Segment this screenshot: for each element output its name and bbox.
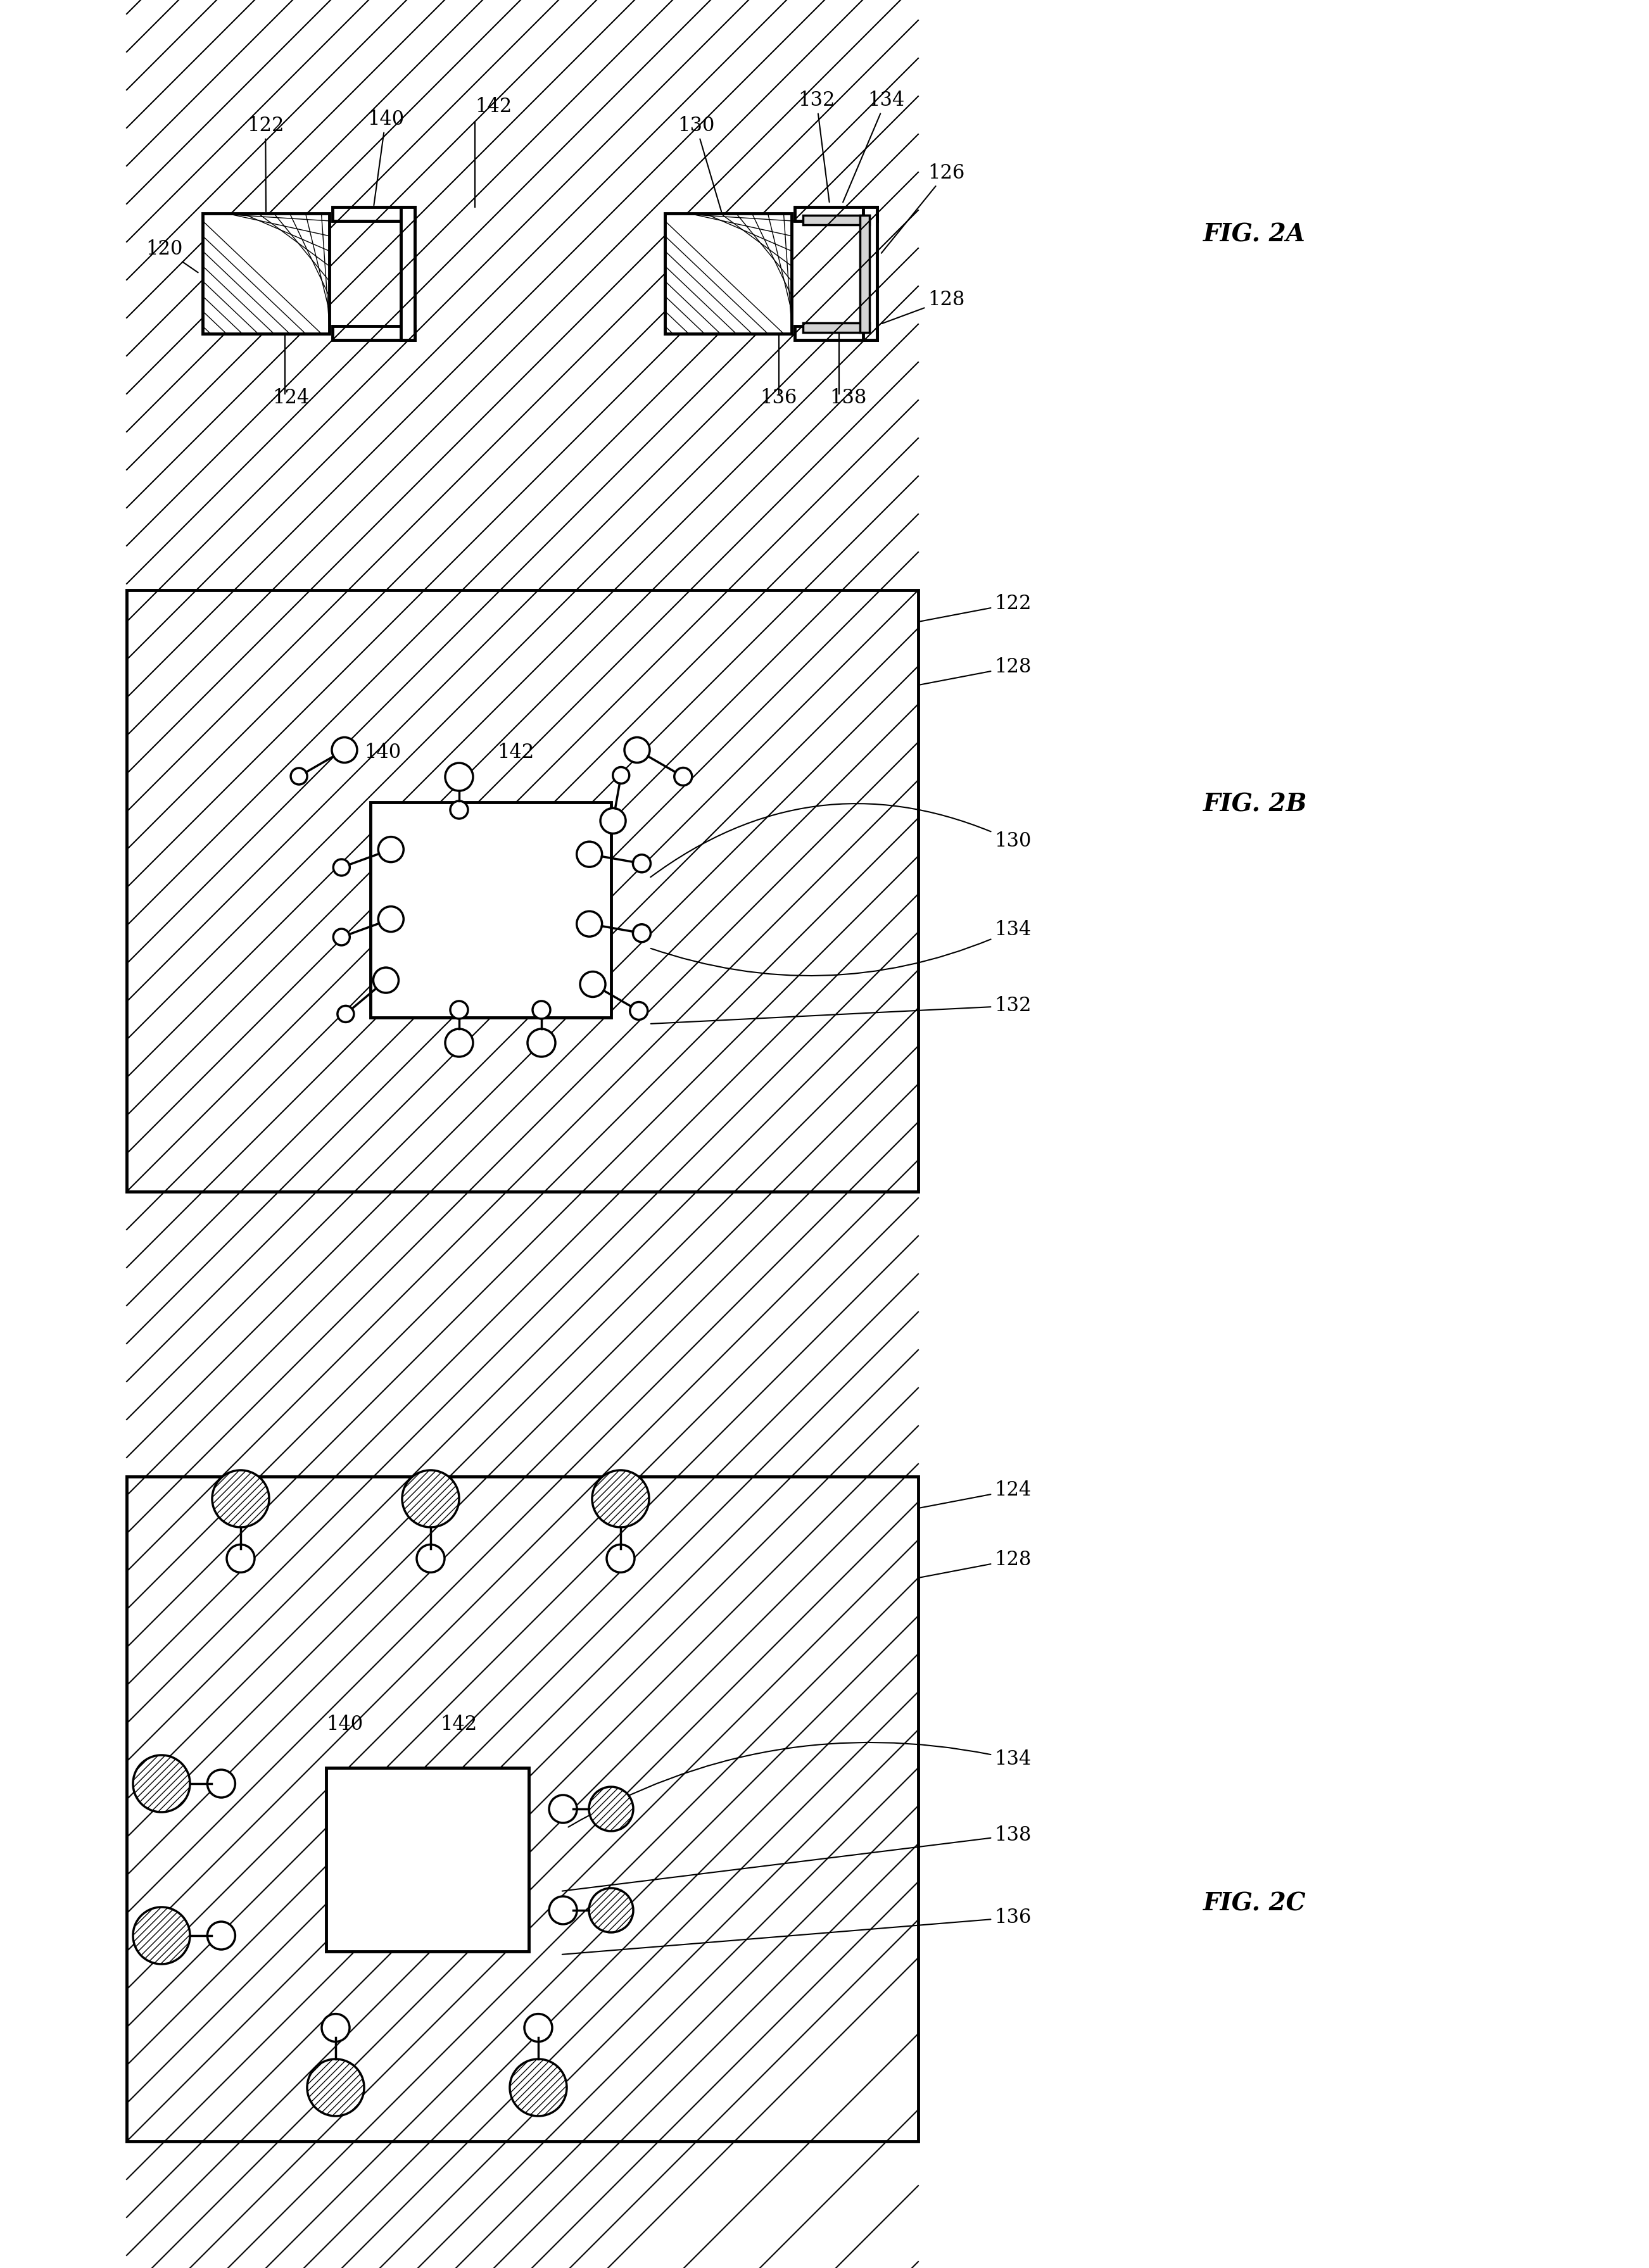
Circle shape [549,1794,577,1823]
Circle shape [208,1769,236,1799]
Text: 134: 134 [651,921,1031,975]
Bar [862,206,877,340]
Circle shape [322,2014,350,2041]
Circle shape [549,1896,577,1923]
Circle shape [580,971,605,998]
Bar [401,206,416,340]
Text: 140: 140 [327,1715,363,1735]
Circle shape [577,912,602,937]
Circle shape [450,801,468,819]
Bar [203,213,330,333]
Bar [795,206,877,220]
Bar [333,327,416,340]
Circle shape [333,930,350,946]
Circle shape [338,1005,355,1023]
Text: 130: 130 [650,803,1031,878]
Text: 138: 138 [829,388,866,408]
Text: 142: 142 [475,98,511,116]
Circle shape [592,1470,650,1526]
Text: 128: 128 [920,1549,1031,1579]
Bar [795,327,877,340]
Text: 120: 120 [145,240,198,272]
Circle shape [533,1000,551,1018]
Circle shape [208,1921,236,1950]
Text: 130: 130 [678,116,721,211]
Bar [371,803,612,1018]
Circle shape [450,1000,468,1018]
Circle shape [213,1470,269,1526]
Circle shape [577,841,602,866]
Text: 136: 136 [562,1907,1031,1955]
Circle shape [445,1030,473,1057]
Circle shape [528,1030,556,1057]
Circle shape [607,1545,635,1572]
Bar [127,590,918,1191]
Text: 128: 128 [920,658,1031,685]
Bar [859,215,869,331]
Circle shape [290,769,307,785]
Circle shape [307,2059,364,2116]
Circle shape [524,2014,552,2041]
Circle shape [134,1907,190,1964]
Circle shape [226,1545,254,1572]
Text: 134: 134 [843,91,904,202]
Circle shape [510,2059,567,2116]
Text: 140: 140 [364,742,401,762]
Circle shape [134,1755,190,1812]
Circle shape [600,807,625,835]
Text: 124: 124 [920,1481,1031,1508]
Circle shape [633,925,651,941]
Bar [333,206,416,220]
Circle shape [613,767,630,782]
Circle shape [633,855,651,873]
Text: 134: 134 [569,1742,1031,1828]
Circle shape [373,968,399,993]
Circle shape [445,762,473,792]
Bar [127,1476,918,2141]
Text: 124: 124 [272,388,310,408]
Bar [803,322,869,331]
Text: 142: 142 [440,1715,477,1735]
Text: FIG. 2A: FIG. 2A [1204,222,1306,247]
Circle shape [417,1545,445,1572]
Text: 126: 126 [881,163,965,254]
Circle shape [589,1787,633,1830]
Circle shape [333,860,350,875]
Text: 136: 136 [760,388,796,408]
Text: 132: 132 [798,91,834,202]
Bar [327,1767,529,1950]
Text: 128: 128 [882,290,965,324]
Bar [803,215,869,225]
Bar [665,213,792,333]
Text: 132: 132 [651,996,1031,1023]
Text: FIG. 2C: FIG. 2C [1204,1892,1306,1916]
Circle shape [378,837,404,862]
Text: 122: 122 [920,594,1031,621]
Text: 138: 138 [562,1826,1031,1892]
Text: 122: 122 [247,116,284,211]
Circle shape [674,767,693,785]
Text: FIG. 2B: FIG. 2B [1204,794,1308,816]
Circle shape [625,737,650,762]
Circle shape [378,907,404,932]
Circle shape [630,1002,648,1021]
Circle shape [402,1470,458,1526]
Circle shape [331,737,358,762]
Text: 142: 142 [496,742,534,762]
Text: 140: 140 [368,109,404,206]
Circle shape [589,1887,633,1932]
